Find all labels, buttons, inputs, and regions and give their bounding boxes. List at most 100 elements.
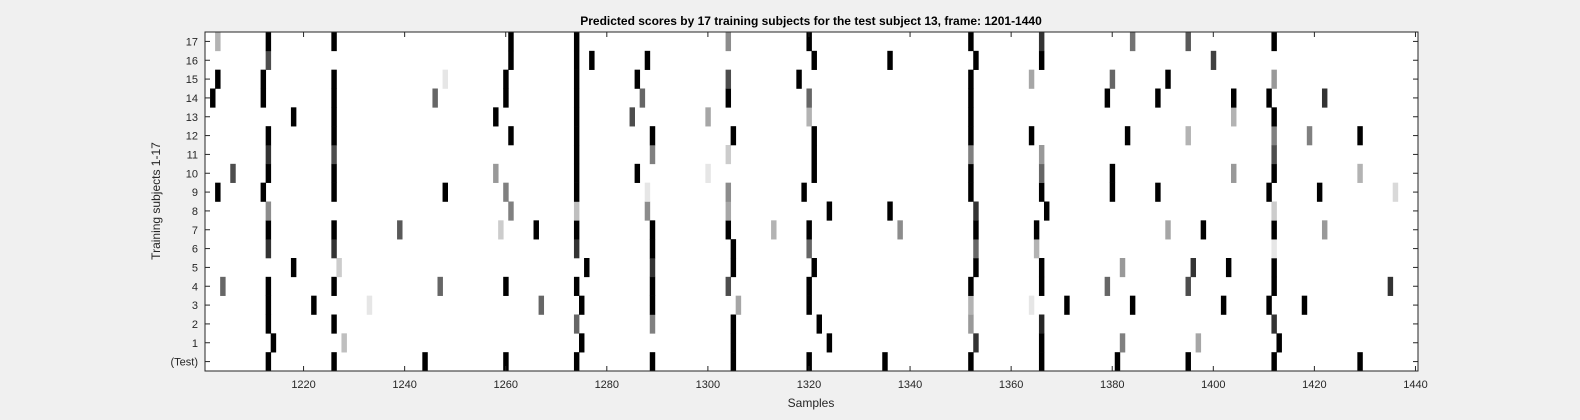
heatmap-cell: [1392, 182, 1399, 202]
heatmap-cell: [1028, 295, 1035, 315]
heatmap-cell: [1225, 258, 1232, 278]
heatmap-cell: [1190, 258, 1197, 278]
heatmap-cell: [629, 107, 635, 127]
heatmap-cell: [973, 239, 979, 259]
plot-area: [205, 32, 1418, 371]
heatmap-cell: [1038, 276, 1045, 296]
heatmap-cell: [1271, 126, 1277, 146]
y-tick-label: (Test): [171, 357, 199, 369]
heatmap-cell: [801, 182, 807, 202]
heatmap-cell: [1114, 352, 1121, 372]
heatmap-cell: [806, 88, 812, 108]
heatmap-cell: [1185, 276, 1191, 296]
heatmap-cell: [1210, 50, 1217, 70]
heatmap-cell: [725, 88, 732, 108]
heatmap-cell: [811, 163, 817, 183]
heatmap-cell: [705, 163, 711, 183]
heatmap-cell: [265, 239, 272, 259]
heatmap-cell: [1165, 220, 1171, 240]
heatmap-cell: [1165, 69, 1171, 89]
heatmap-cell: [968, 32, 974, 52]
heatmap-cell: [968, 352, 974, 372]
heatmap-cell: [968, 107, 974, 127]
heatmap-cell: [968, 163, 974, 183]
heatmap-cell: [1038, 314, 1045, 334]
heatmap-cell: [366, 295, 373, 315]
heatmap-cell: [573, 107, 580, 127]
heatmap-cell: [882, 352, 888, 372]
heatmap-cell: [265, 276, 272, 296]
heatmap-cell: [503, 276, 509, 296]
heatmap-cell: [215, 69, 221, 89]
heatmap-cell: [725, 145, 732, 165]
heatmap-cell: [290, 258, 297, 278]
heatmap-cell: [265, 352, 272, 372]
heatmap-cell: [1271, 352, 1277, 372]
heatmap-cell: [573, 352, 580, 372]
plot-border: [204, 31, 1419, 372]
heatmap-cell: [806, 276, 812, 296]
heatmap-cell: [634, 163, 641, 183]
x-tick-label: 1380: [1100, 379, 1124, 391]
heatmap-cell: [725, 201, 732, 221]
heatmap-cell: [1028, 126, 1035, 146]
heatmap-cell: [573, 201, 580, 221]
y-tick-label: 14: [186, 93, 198, 105]
heatmap-cell: [1357, 126, 1363, 146]
heatmap-cell: [573, 50, 580, 70]
heatmap-cell: [1038, 32, 1045, 52]
heatmap-cell: [1266, 182, 1272, 202]
heatmap-cell: [1271, 201, 1277, 221]
heatmap-cell: [1155, 182, 1161, 202]
heatmap-cell: [442, 69, 448, 89]
heatmap-cell: [1104, 276, 1111, 296]
heatmap-cell: [260, 182, 267, 202]
heatmap-cell: [1124, 126, 1131, 146]
heatmap-cell: [730, 333, 737, 353]
heatmap-cell: [796, 69, 802, 89]
heatmap-cell: [493, 163, 499, 183]
heatmap-cell: [265, 50, 272, 70]
heatmap-cell: [811, 50, 817, 70]
heatmap-cell: [442, 182, 448, 202]
heatmap-cell: [1109, 182, 1116, 202]
heatmap-cell: [210, 88, 216, 108]
heatmap-cell: [1321, 88, 1328, 108]
heatmap-cell: [968, 126, 974, 146]
heatmap-cell: [1271, 258, 1277, 278]
y-tick-label: 9: [192, 187, 198, 199]
heatmap-cell: [730, 352, 737, 372]
heatmap-cell: [573, 32, 580, 52]
heatmap-cell: [584, 258, 590, 278]
heatmap-cell: [1357, 352, 1363, 372]
heatmap-cell: [806, 32, 812, 52]
heatmap-cell: [1231, 163, 1237, 183]
heatmap-cell: [1119, 258, 1126, 278]
heatmap-cell: [1155, 88, 1161, 108]
heatmap-cell: [331, 126, 337, 146]
heatmap-cell: [973, 201, 979, 221]
heatmap-cell: [730, 314, 737, 334]
heatmap-cell: [1271, 32, 1277, 52]
heatmap-cell: [1038, 333, 1045, 353]
heatmap-cell: [573, 126, 580, 146]
heatmap-cell: [649, 314, 656, 334]
y-tick-label: 4: [192, 281, 198, 293]
heatmap-cell: [1129, 32, 1136, 52]
heatmap-cell: [589, 50, 595, 70]
heatmap-cell: [503, 182, 509, 202]
heatmap-cell: [311, 295, 317, 315]
heatmap-cell: [725, 276, 732, 296]
heatmap-cell: [1266, 88, 1272, 108]
x-tick-label: 1440: [1403, 379, 1427, 391]
heatmap-cell: [331, 145, 337, 165]
heatmap-cell: [1271, 220, 1277, 240]
heatmap-cell: [806, 220, 812, 240]
x-tick-label: 1300: [696, 379, 720, 391]
x-tick-label: 1240: [392, 379, 416, 391]
heatmap-cell: [508, 50, 514, 70]
heatmap-cell: [508, 126, 514, 146]
heatmap-cell: [811, 258, 817, 278]
heatmap-cell: [644, 182, 651, 202]
